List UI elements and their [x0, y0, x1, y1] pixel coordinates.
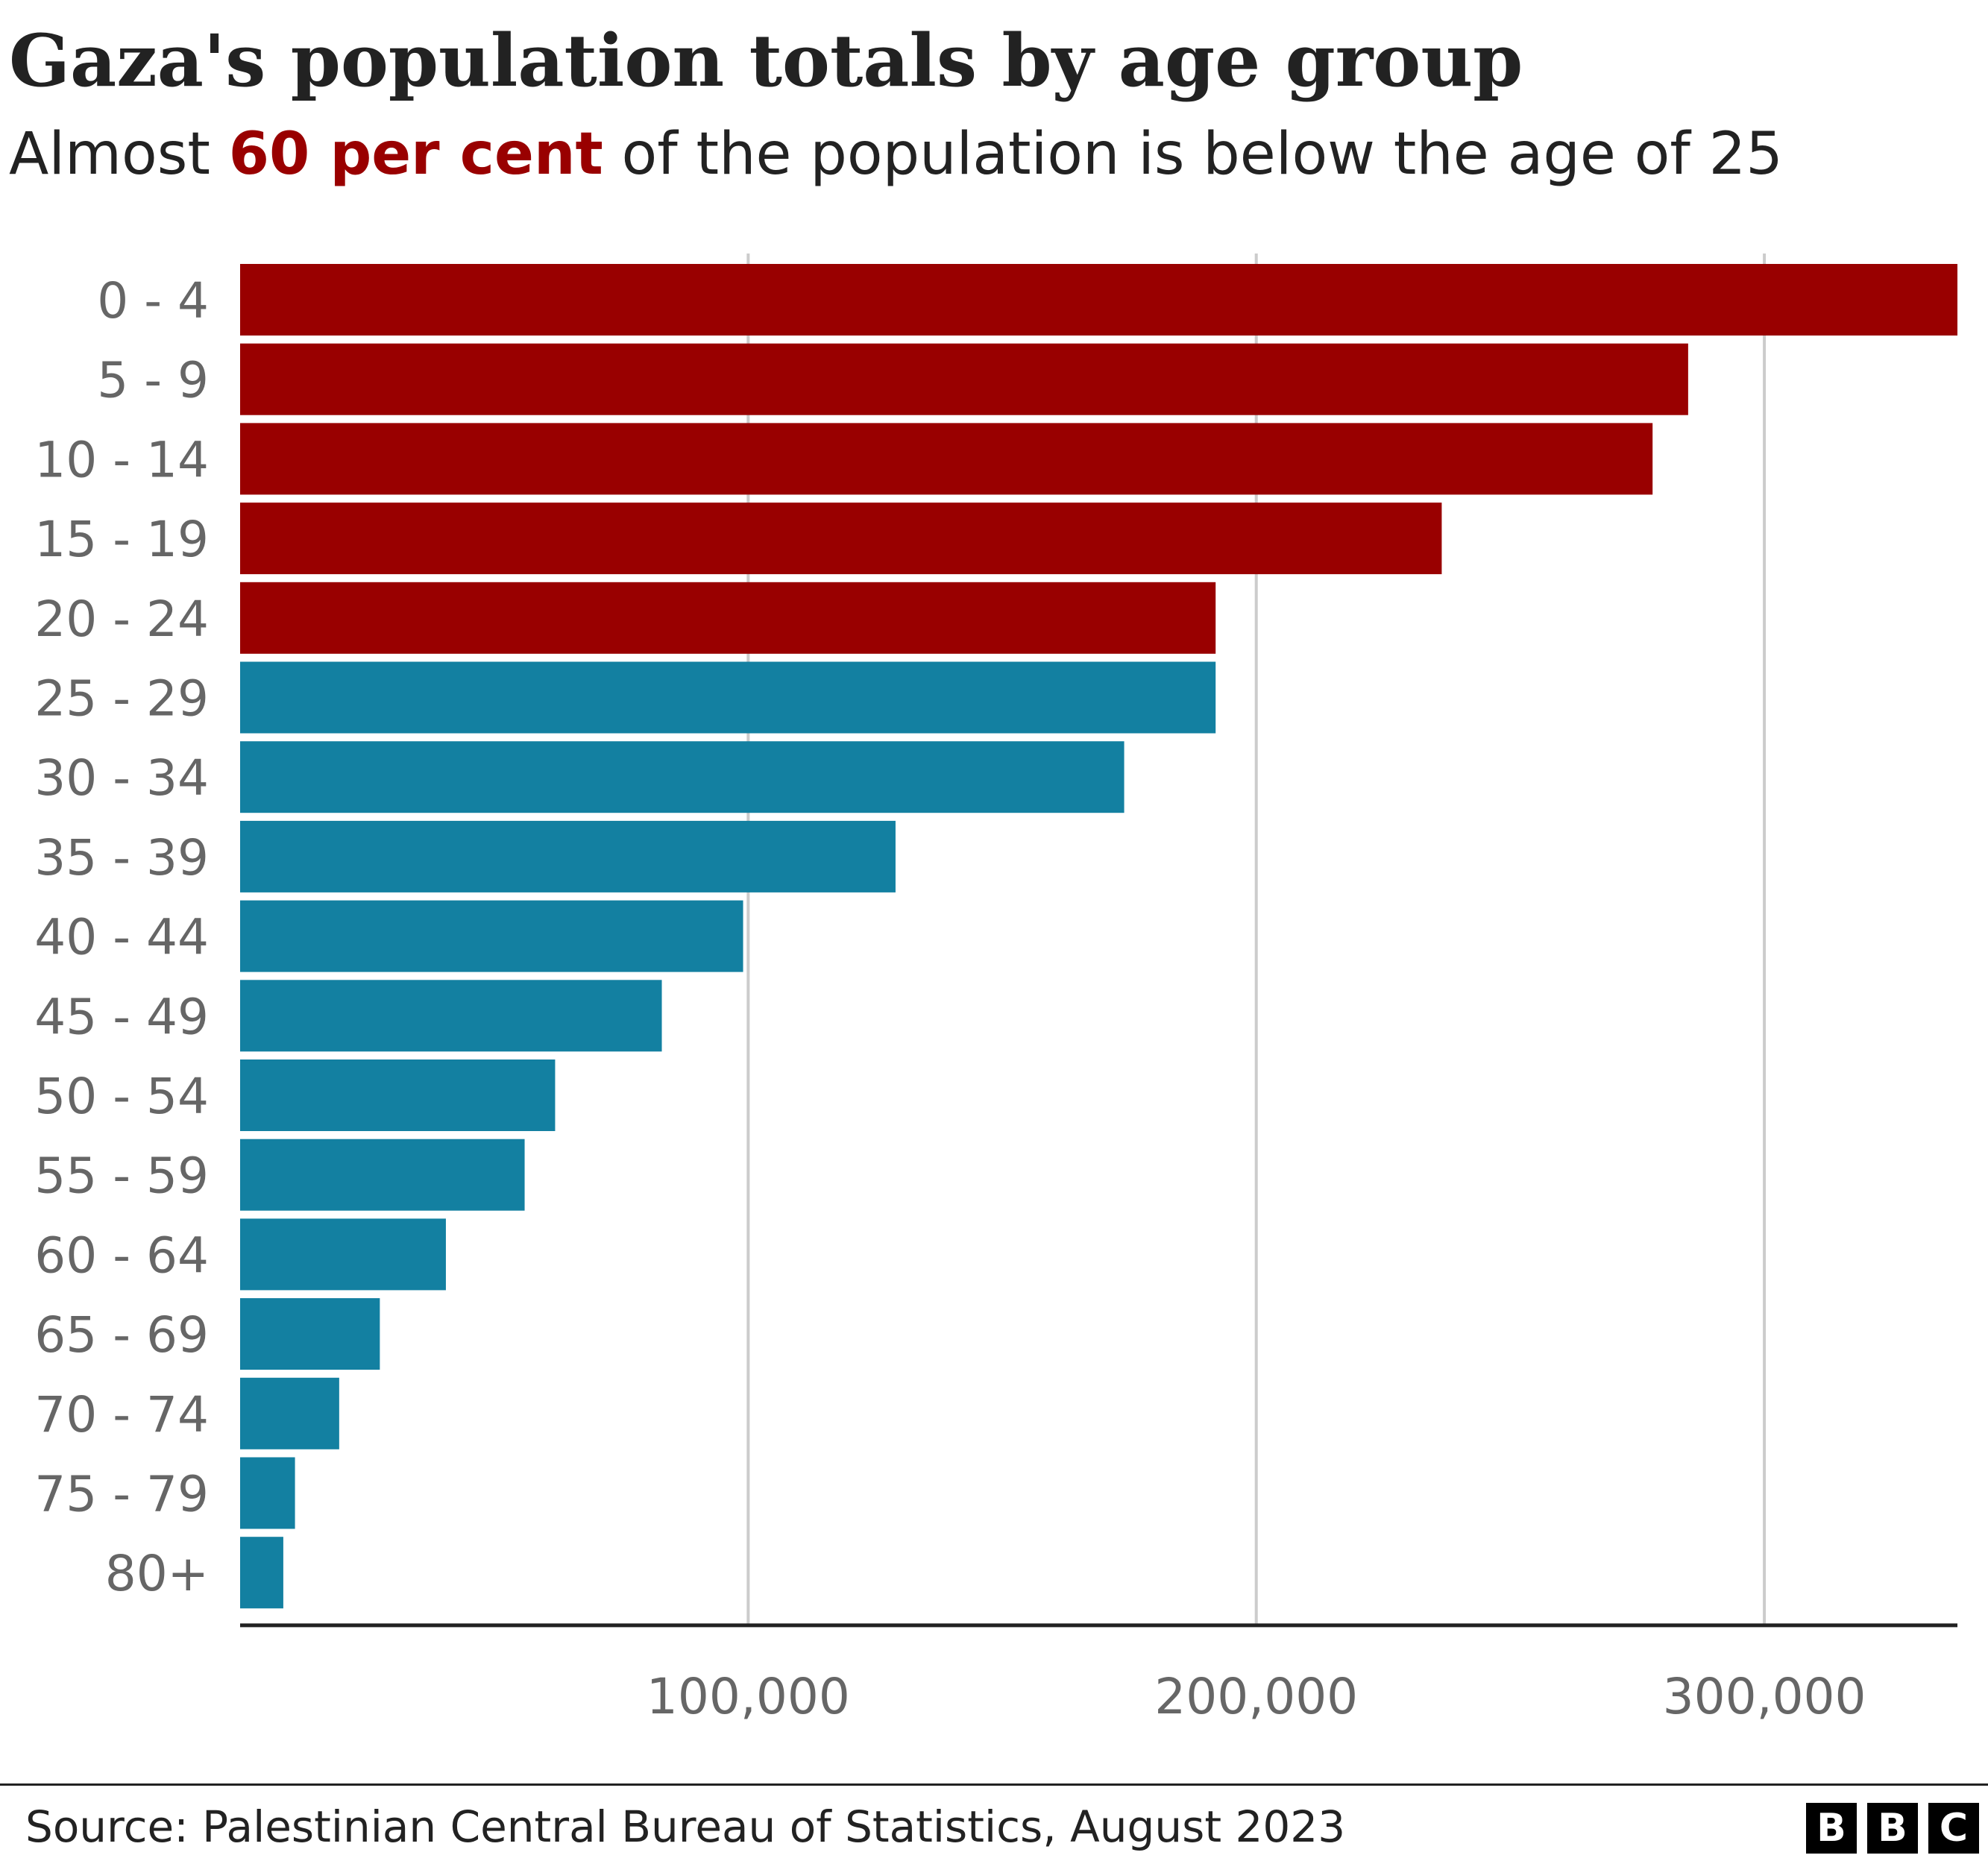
- category-label: 30 - 34: [34, 749, 209, 807]
- subtitle-text-end: of the population is below the age of 25: [603, 121, 1783, 188]
- logo-letter-b2: B: [1867, 1803, 1918, 1854]
- bar-30-34: [240, 741, 1124, 813]
- bbc-logo: B B C: [1806, 1803, 1979, 1854]
- bar-25-29: [240, 661, 1216, 734]
- category-label: 70 - 74: [34, 1386, 209, 1443]
- x-tick-label: 100,000: [647, 1668, 850, 1725]
- bar-5-9: [240, 343, 1688, 415]
- bar-65-69: [240, 1298, 380, 1370]
- bar-20-24: [240, 582, 1216, 654]
- chart-subtitle: Almost 60 per cent of the population is …: [9, 113, 1783, 195]
- footer-divider: [0, 1783, 1988, 1786]
- chart-title: Gaza's population totals by age group: [9, 19, 1523, 103]
- x-axis-tick-labels: 100,000 200,000 300,000: [647, 1668, 1866, 1725]
- bar-45-49: [240, 980, 662, 1052]
- category-label: 80+: [105, 1545, 209, 1602]
- category-label: 20 - 24: [34, 591, 209, 648]
- bar-50-54: [240, 1059, 556, 1131]
- category-label: 35 - 39: [34, 829, 209, 887]
- bar-35-39: [240, 820, 896, 892]
- x-tick-label: 300,000: [1663, 1668, 1866, 1725]
- x-tick-label: 200,000: [1154, 1668, 1358, 1725]
- category-label: 0 - 4: [97, 272, 209, 330]
- bars: [240, 264, 1957, 1609]
- logo-letter-b1: B: [1806, 1803, 1857, 1854]
- bar-0-4: [240, 264, 1957, 336]
- bar-55-59: [240, 1139, 525, 1211]
- bar-80plus: [240, 1537, 283, 1609]
- category-label: 10 - 14: [34, 431, 209, 488]
- logo-letter-c: C: [1928, 1803, 1979, 1854]
- bar-40-44: [240, 900, 743, 972]
- category-label: 45 - 49: [34, 988, 209, 1045]
- category-label: 15 - 19: [34, 511, 209, 568]
- subtitle-text-start: Almost: [9, 121, 229, 188]
- category-label: 25 - 29: [34, 670, 209, 728]
- bar-10-14: [240, 423, 1653, 495]
- bar-15-19: [240, 503, 1442, 575]
- population-bar-chart: 0 - 4 5 - 9 10 - 14 15 - 19 20 - 24 25 - 29 30…: [34, 254, 1957, 1725]
- category-label: 5 - 9: [97, 352, 209, 409]
- bar-75-79: [240, 1457, 295, 1529]
- bar-70-74: [240, 1377, 339, 1449]
- source-note: Source: Palestinian Central Bureau of St…: [25, 1801, 1346, 1852]
- category-label: 40 - 44: [34, 909, 209, 966]
- category-label: 55 - 59: [34, 1147, 209, 1205]
- subtitle-highlight: 60 per cent: [228, 121, 603, 188]
- bar-60-64: [240, 1218, 446, 1291]
- category-label: 65 - 69: [34, 1306, 209, 1364]
- category-label: 60 - 64: [34, 1227, 209, 1284]
- category-label: 50 - 54: [34, 1068, 209, 1125]
- category-label: 75 - 79: [34, 1466, 209, 1523]
- category-labels: 0 - 4 5 - 9 10 - 14 15 - 19 20 - 24 25 - 29 30…: [34, 272, 209, 1602]
